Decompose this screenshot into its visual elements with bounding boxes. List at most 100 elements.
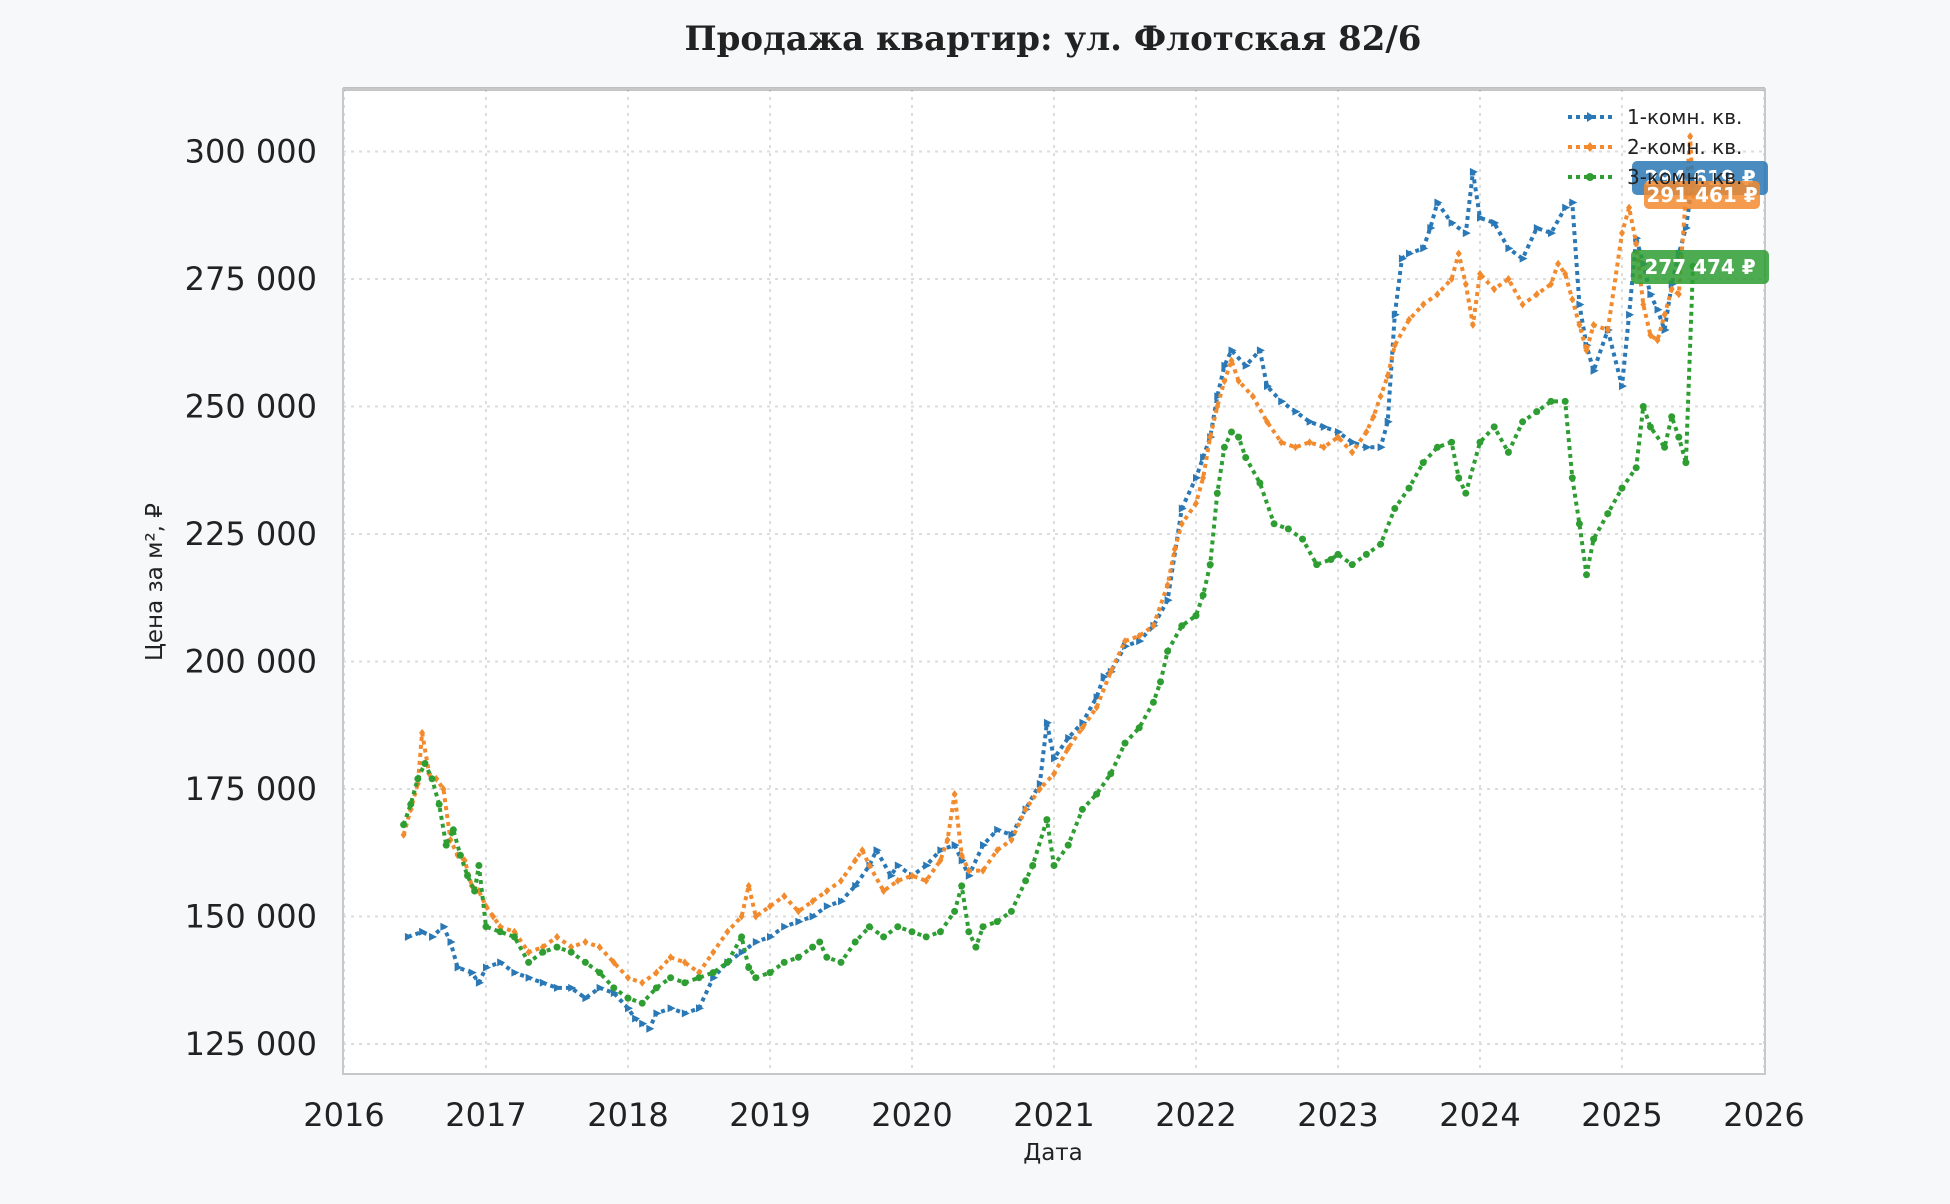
data-point bbox=[752, 938, 761, 946]
data-point bbox=[738, 912, 745, 921]
data-point bbox=[1213, 489, 1221, 497]
data-point bbox=[1448, 438, 1456, 446]
x-axis-ticks: 2016 2017 2018 2019 2020 2021 2022 2023 2024 2025… bbox=[303, 1096, 1804, 1134]
data-point bbox=[1136, 632, 1143, 640]
end-value-labels: 294 619 ₽291 461 ₽277 474 ₽ bbox=[1631, 161, 1769, 284]
data-point bbox=[1051, 754, 1059, 763]
x-tick-label: 2018 bbox=[587, 1096, 668, 1134]
data-point bbox=[419, 927, 428, 936]
data-point bbox=[1675, 290, 1682, 299]
data-point bbox=[1590, 366, 1599, 375]
data-point bbox=[816, 938, 824, 946]
data-point bbox=[1093, 790, 1101, 798]
legend-item-2: 2-комн. кв. bbox=[1568, 135, 1742, 159]
data-point bbox=[795, 907, 802, 916]
data-point bbox=[1604, 510, 1612, 518]
end-label-box bbox=[1631, 250, 1769, 284]
data-point bbox=[937, 856, 944, 865]
data-point bbox=[1249, 392, 1256, 401]
data-point bbox=[1687, 132, 1694, 141]
data-point bbox=[539, 948, 547, 956]
data-point bbox=[1434, 290, 1441, 299]
data-point bbox=[475, 978, 484, 987]
data-point bbox=[1065, 744, 1072, 753]
data-point bbox=[1640, 300, 1647, 309]
data-point bbox=[1639, 403, 1647, 410]
data-point bbox=[1022, 805, 1029, 814]
data-point bbox=[1008, 830, 1017, 839]
data-point bbox=[993, 918, 1001, 926]
data-point bbox=[745, 881, 752, 890]
data-point bbox=[1327, 556, 1335, 563]
data-point bbox=[922, 933, 930, 941]
data-point bbox=[923, 876, 930, 885]
data-point bbox=[1405, 484, 1413, 492]
data-point bbox=[944, 836, 951, 844]
data-point bbox=[1562, 203, 1571, 212]
data-point bbox=[596, 943, 603, 952]
data-point bbox=[1434, 198, 1443, 207]
data-point bbox=[965, 928, 973, 936]
data-point bbox=[1206, 561, 1214, 569]
x-tick-label: 2017 bbox=[445, 1096, 526, 1134]
data-point bbox=[1583, 346, 1590, 355]
data-point bbox=[582, 938, 589, 946]
data-point bbox=[653, 1009, 662, 1018]
data-point bbox=[1477, 269, 1483, 278]
data-point bbox=[1384, 371, 1391, 380]
data-point bbox=[1448, 218, 1457, 227]
data-point bbox=[1157, 678, 1164, 686]
data-point bbox=[1100, 672, 1109, 681]
data-point bbox=[1270, 520, 1278, 528]
y-axis-label: Цена за м², ₽ bbox=[142, 503, 168, 661]
data-point bbox=[809, 943, 817, 951]
data-point bbox=[1519, 254, 1528, 263]
data-point bbox=[1078, 805, 1086, 813]
data-point bbox=[454, 963, 463, 972]
data-point bbox=[435, 800, 443, 808]
x-tick-label: 2020 bbox=[871, 1096, 952, 1134]
data-point bbox=[567, 948, 575, 956]
data-point bbox=[1675, 433, 1683, 441]
data-point bbox=[1575, 520, 1583, 528]
data-point bbox=[400, 821, 408, 829]
data-point bbox=[1548, 280, 1554, 289]
data-point bbox=[1149, 698, 1157, 706]
data-point bbox=[625, 973, 631, 982]
y-tick-label: 175 000 bbox=[185, 770, 317, 808]
data-point bbox=[958, 856, 967, 865]
data-point bbox=[1093, 703, 1100, 712]
data-point bbox=[464, 872, 472, 880]
data-point bbox=[823, 887, 830, 895]
data-point bbox=[429, 932, 438, 941]
end-label-box bbox=[1644, 181, 1760, 209]
data-point bbox=[1682, 459, 1690, 467]
data-point bbox=[1504, 448, 1512, 456]
data-point bbox=[838, 876, 844, 885]
data-point bbox=[539, 978, 548, 987]
data-point bbox=[1178, 622, 1186, 630]
y-tick-label: 275 000 bbox=[185, 260, 317, 298]
data-point bbox=[1348, 561, 1356, 569]
data-point bbox=[581, 958, 589, 966]
data-point bbox=[1406, 249, 1414, 258]
data-point bbox=[1583, 571, 1590, 579]
data-point bbox=[471, 887, 479, 895]
data-point bbox=[1278, 397, 1287, 406]
data-point bbox=[525, 973, 534, 982]
data-point bbox=[1377, 540, 1385, 548]
data-point bbox=[1455, 249, 1462, 258]
data-point bbox=[724, 927, 731, 936]
data-point bbox=[1242, 454, 1250, 461]
data-point bbox=[1221, 377, 1228, 385]
data-point bbox=[1192, 612, 1200, 620]
chart-title: Продажа квартир: ул. Флотская 82/6 bbox=[685, 19, 1422, 59]
legend-label: 1-комн. кв. bbox=[1627, 105, 1742, 129]
data-point bbox=[625, 1004, 633, 1013]
legend: 1-комн. кв. 2-комн. кв. 3-комн. кв. bbox=[1568, 105, 1742, 189]
data-point bbox=[442, 841, 450, 849]
data-point bbox=[809, 912, 818, 921]
x-tick-label: 2022 bbox=[1155, 1096, 1236, 1134]
data-point bbox=[994, 825, 1003, 834]
data-point bbox=[1334, 550, 1342, 558]
